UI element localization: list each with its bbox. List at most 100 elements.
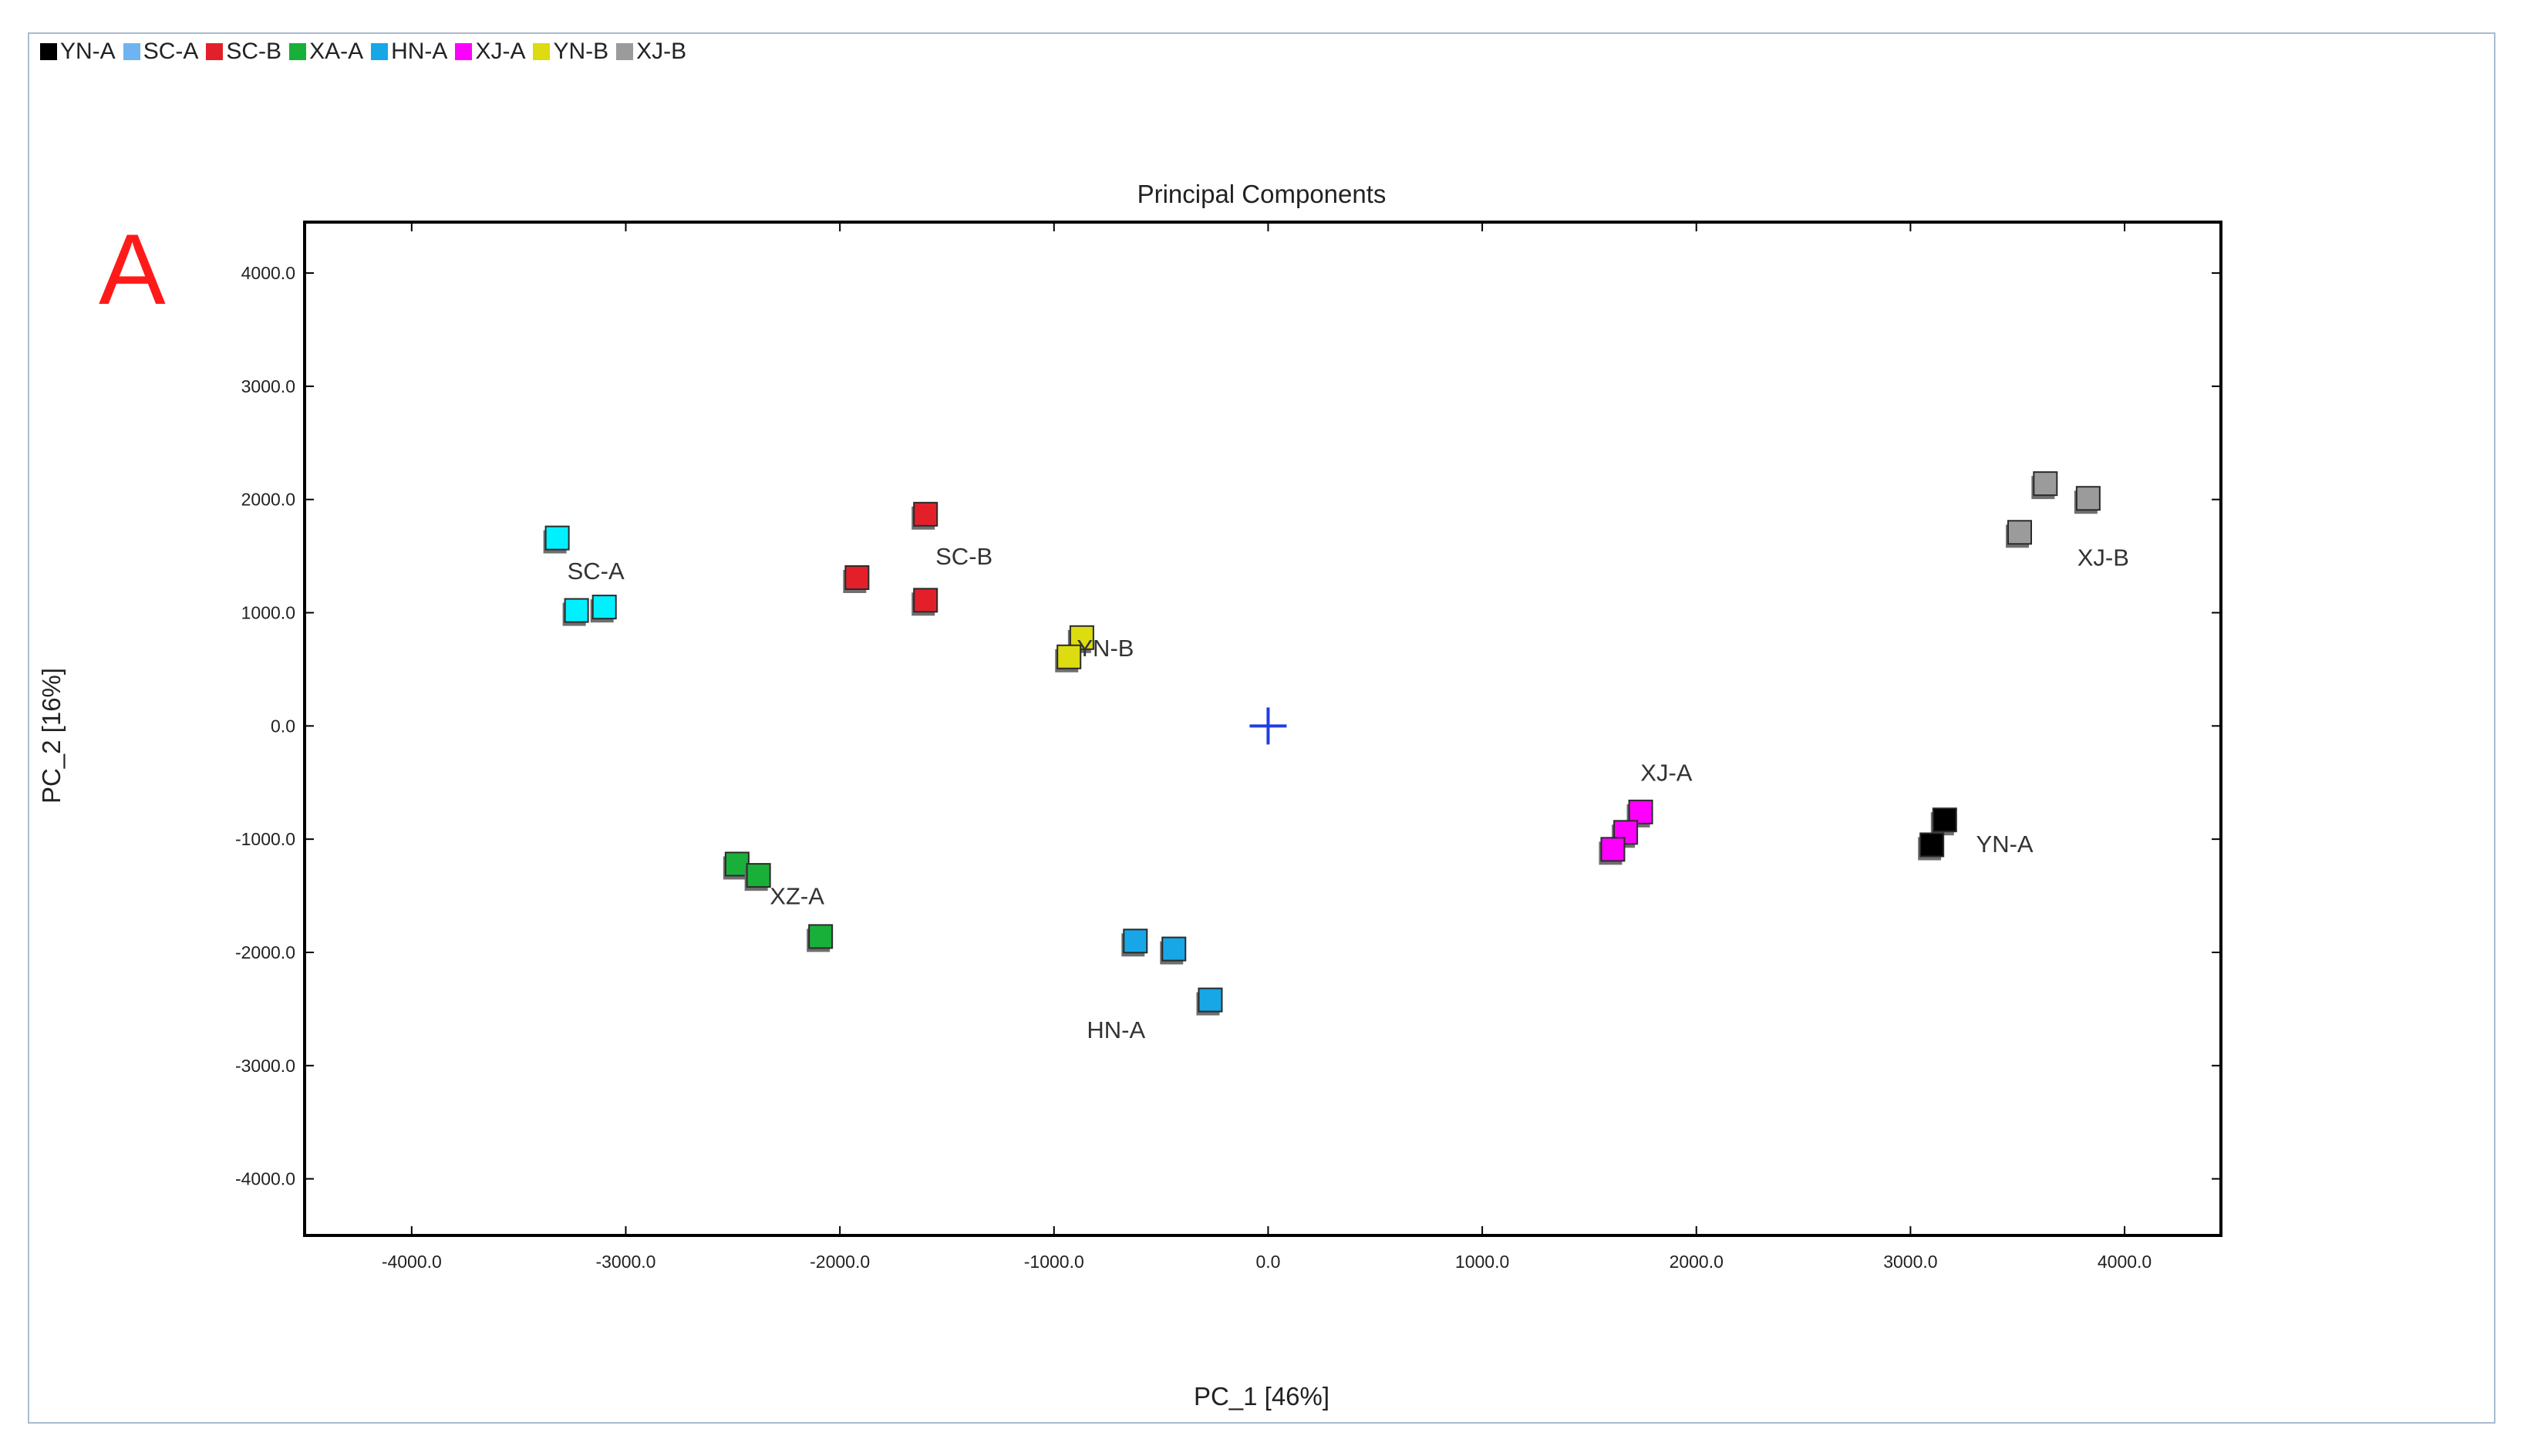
group-label: HN-A — [1087, 1016, 1145, 1043]
plot-area-border — [303, 221, 2222, 1237]
legend-item: SC-B — [206, 39, 281, 65]
y-tick-label: 1000.0 — [241, 603, 295, 623]
series-hn-a — [1121, 929, 1223, 1016]
x-tick-label: 4000.0 — [2098, 1252, 2152, 1272]
series-xa-a — [723, 851, 834, 952]
y-tick-label: 3000.0 — [241, 376, 295, 396]
group-label: XJ-A — [1640, 760, 1693, 787]
data-point — [1599, 837, 1626, 865]
legend: YN-A SC-A SC-B XA-A HN-A XJ-A YN-B XJ-B — [40, 39, 694, 65]
legend-label: YN-A — [60, 39, 116, 64]
data-point-square — [2007, 520, 2033, 545]
data-point — [1196, 987, 1223, 1016]
series-yn-a — [1918, 807, 1957, 861]
data-point-square — [564, 598, 589, 623]
y-tick-label: 2000.0 — [241, 490, 295, 510]
x-tick-label: -3000.0 — [595, 1252, 655, 1272]
legend-item: XJ-B — [616, 39, 686, 65]
x-axis-label: PC_1 [46%] — [1194, 1382, 1329, 1410]
group-label: SC-A — [568, 558, 625, 585]
group-label: XZ-A — [770, 883, 824, 910]
series-xj-b — [2006, 471, 2101, 548]
legend-swatch — [533, 43, 551, 60]
data-point — [2006, 520, 2033, 548]
legend-label: HN-A — [391, 39, 448, 64]
legend-label: XJ-A — [475, 39, 526, 64]
legend-label: SC-A — [143, 39, 199, 64]
legend-item: YN-A — [40, 39, 116, 65]
chart-title: Principal Components — [1137, 180, 1387, 208]
data-point — [2031, 471, 2058, 500]
marks-layer — [543, 471, 2101, 1016]
figure-frame — [28, 32, 2495, 1424]
legend-swatch — [455, 43, 473, 60]
legend-label: YN-B — [553, 39, 609, 64]
data-point-square — [1932, 807, 1957, 833]
series-sc-a — [543, 525, 617, 626]
data-point-square — [1198, 987, 1223, 1013]
y-tick-label: -4000.0 — [235, 1169, 295, 1189]
legend-item: YN-B — [533, 39, 608, 65]
legend-swatch — [123, 43, 140, 60]
legend-label: XJ-B — [636, 39, 687, 64]
x-tick-label: 0.0 — [1255, 1252, 1280, 1272]
legend-label: XA-A — [309, 39, 364, 64]
data-point-square — [746, 863, 771, 888]
data-point-square — [1056, 644, 1082, 669]
labels-layer: SC-A SC-B YN-B XZ-A HN-A XJ-A YN-A XJ-B — [568, 543, 2129, 1043]
data-point-square — [591, 595, 617, 620]
data-point-square — [808, 924, 834, 949]
legend-item: SC-A — [123, 39, 199, 65]
series-xj-a — [1599, 799, 1653, 865]
data-point-square — [1613, 820, 1639, 845]
data-point — [1160, 936, 1187, 965]
data-point-square — [2033, 471, 2058, 497]
data-point — [843, 565, 870, 594]
group-label: YN-B — [1077, 635, 1134, 662]
legend-swatch — [40, 43, 57, 60]
legend-item: XJ-A — [455, 39, 525, 65]
x-tick-label: -1000.0 — [1024, 1252, 1084, 1272]
y-tick-label: -2000.0 — [235, 942, 295, 962]
origin-cross-marker — [1249, 707, 1287, 745]
y-tick-label: 4000.0 — [241, 263, 295, 283]
data-point — [912, 588, 938, 616]
data-point — [1121, 929, 1148, 957]
x-tick-label: 3000.0 — [1883, 1252, 1937, 1272]
data-point-square — [1919, 832, 1945, 858]
data-point — [562, 598, 589, 626]
data-point — [807, 924, 834, 952]
group-label: SC-B — [935, 543, 992, 570]
legend-swatch — [616, 43, 634, 60]
data-point-square — [913, 501, 938, 527]
panel-letter: A — [99, 213, 166, 325]
y-tick-label: 0.0 — [271, 716, 295, 736]
data-point-square — [1161, 936, 1187, 962]
group-label: XJ-B — [2077, 544, 2129, 571]
data-point — [744, 863, 771, 891]
data-point-square — [544, 525, 570, 551]
y-tick-label: -3000.0 — [235, 1056, 295, 1076]
data-point — [1918, 832, 1945, 861]
legend-swatch — [206, 43, 224, 60]
legend-item: HN-A — [371, 39, 447, 65]
x-tick-label: -2000.0 — [810, 1252, 870, 1272]
x-tick-label: -4000.0 — [382, 1252, 442, 1272]
x-tick-label: 2000.0 — [1670, 1252, 1724, 1272]
data-point — [912, 501, 938, 530]
data-point-square — [1628, 799, 1653, 824]
y-tick-label: -1000.0 — [235, 829, 295, 849]
data-point — [590, 595, 617, 623]
data-point-square — [2075, 486, 2101, 511]
legend-label: SC-B — [226, 39, 282, 64]
data-point-square — [1600, 837, 1626, 862]
y-axis-label: PC_2 [16%] — [37, 668, 66, 804]
series-sc-b — [843, 501, 938, 616]
data-point — [1055, 644, 1082, 672]
x-tick-label: 1000.0 — [1455, 1252, 1509, 1272]
axes-layer: -4000.0 -3000.0 -2000.0 -1000.0 0.0 1000.0 200… — [235, 221, 2222, 1272]
data-point-square — [913, 588, 938, 613]
series-yn-b — [1055, 625, 1094, 672]
data-point — [1930, 807, 1957, 836]
